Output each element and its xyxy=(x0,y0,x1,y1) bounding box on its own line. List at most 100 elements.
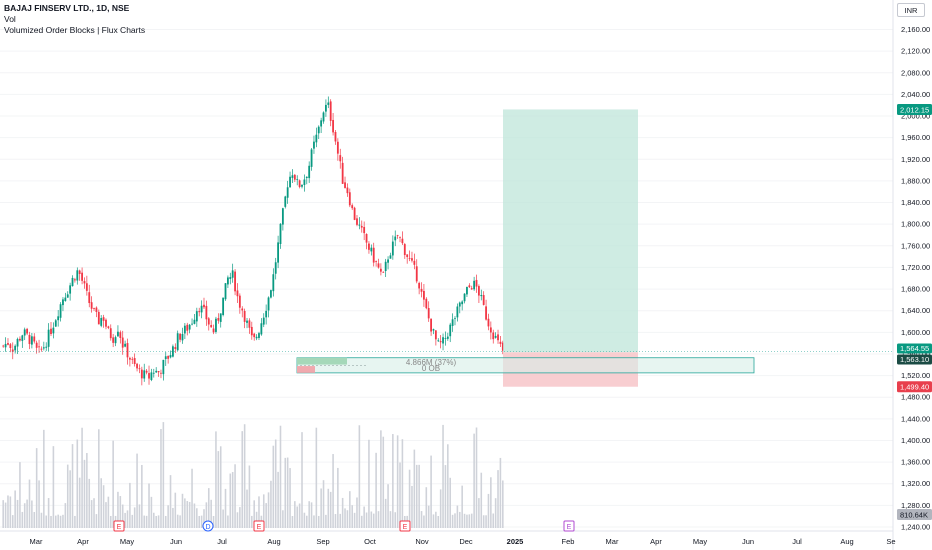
indicator-legend[interactable]: Volumized Order Blocks | Flux Charts xyxy=(4,25,146,35)
volume-bar xyxy=(368,439,370,528)
candle-body xyxy=(293,174,296,180)
event-marker[interactable]: E xyxy=(253,520,265,532)
volume-bar xyxy=(298,503,301,528)
volume-bar xyxy=(43,429,45,528)
event-marker[interactable]: E xyxy=(399,520,411,532)
candle-body xyxy=(430,318,432,332)
y-axis: 1,240.00 1,280.00 1,320.00 1,360.00 1,400.00… xyxy=(892,0,930,550)
candle-body xyxy=(399,236,401,238)
volume-bar xyxy=(502,480,504,528)
volume-bar xyxy=(291,515,294,528)
volume-bar xyxy=(141,464,143,528)
volume-bar xyxy=(334,514,337,528)
volume-bar xyxy=(473,433,475,528)
x-tick-label: Jun xyxy=(742,537,754,546)
candle-body xyxy=(224,283,227,300)
volume-bar xyxy=(164,515,167,528)
candle-body xyxy=(229,277,232,279)
event-marker[interactable]: D xyxy=(202,520,214,532)
volume-bar xyxy=(490,477,492,528)
volume-bar xyxy=(81,427,83,528)
volume-bar xyxy=(86,453,88,528)
volume-bar xyxy=(193,503,196,528)
volume-bar xyxy=(382,436,385,528)
entry-price-text: 1,563.10 xyxy=(900,355,929,364)
volume-bar xyxy=(286,457,289,528)
candle-body xyxy=(458,302,461,307)
volume-bar xyxy=(219,446,222,528)
volume-bar xyxy=(136,453,138,528)
candle-body xyxy=(322,112,325,122)
volume-legend[interactable]: Vol xyxy=(4,14,16,24)
candle-body xyxy=(188,324,191,330)
candle-body xyxy=(176,333,179,351)
volume-bar xyxy=(454,513,456,528)
candle-body xyxy=(296,179,299,180)
candle-body xyxy=(107,326,110,328)
volume-bar xyxy=(33,512,36,528)
candle-body xyxy=(138,368,141,370)
volume-bar xyxy=(315,427,318,528)
candle-body xyxy=(370,247,373,252)
candle-body xyxy=(195,311,198,322)
candle-body xyxy=(93,308,95,309)
stop-price-text: 1,499.40 xyxy=(900,383,929,392)
currency-selector[interactable]: INR xyxy=(897,3,925,17)
volume-bar xyxy=(392,434,394,528)
volume-bar xyxy=(9,496,12,528)
candle-body xyxy=(265,310,268,318)
event-marker[interactable]: E xyxy=(563,520,575,532)
volume-bar xyxy=(258,496,260,528)
candle-body xyxy=(360,225,363,228)
volume-bar xyxy=(83,459,86,528)
candle-body xyxy=(267,297,270,311)
candle-body xyxy=(432,329,435,331)
volume-bar xyxy=(322,480,325,528)
candle-body xyxy=(351,205,354,209)
volume-bar xyxy=(499,457,502,528)
candle-body xyxy=(358,224,361,226)
candle-body xyxy=(78,270,81,275)
volume-bar xyxy=(76,439,79,528)
candle-body xyxy=(90,302,93,309)
y-tick-label: 1,640.00 xyxy=(901,306,930,315)
volume-bar xyxy=(341,497,344,528)
volume-bar xyxy=(370,511,373,528)
volume-bar xyxy=(470,513,473,528)
candle-body xyxy=(270,290,272,298)
candle-body xyxy=(112,337,115,343)
candle-body xyxy=(54,320,57,327)
candle-body xyxy=(62,299,64,306)
candle-body xyxy=(114,337,117,344)
event-marker-label: E xyxy=(117,524,122,531)
candle-body xyxy=(258,333,260,338)
candle-body xyxy=(152,372,155,374)
candle-body xyxy=(379,268,382,272)
volume-bar xyxy=(38,480,40,528)
candle-body xyxy=(226,277,229,285)
volume-bar xyxy=(399,462,401,528)
volume-bar xyxy=(64,503,67,528)
candle-body xyxy=(57,316,60,321)
candle-body xyxy=(341,162,344,184)
symbol-title[interactable]: BAJAJ FINSERV LTD., 1D, NSE xyxy=(4,3,130,13)
volume-bar xyxy=(100,478,102,528)
candle-body xyxy=(473,280,476,290)
candle-body xyxy=(102,317,105,321)
volume-bar xyxy=(360,515,363,528)
volume-value-text: 810.64K xyxy=(900,511,928,520)
volume-bar xyxy=(21,511,24,528)
volume-bar xyxy=(57,514,59,528)
volume-bar xyxy=(246,489,248,528)
candle-body xyxy=(437,340,440,342)
candle-body xyxy=(420,288,423,292)
volume-bar xyxy=(205,502,208,528)
volume-bar xyxy=(169,475,172,528)
event-marker-label: E xyxy=(257,524,262,531)
event-marker[interactable]: E xyxy=(113,520,125,532)
candle-body xyxy=(389,255,392,259)
volume-bar xyxy=(133,507,136,528)
volume-bar xyxy=(255,511,258,528)
